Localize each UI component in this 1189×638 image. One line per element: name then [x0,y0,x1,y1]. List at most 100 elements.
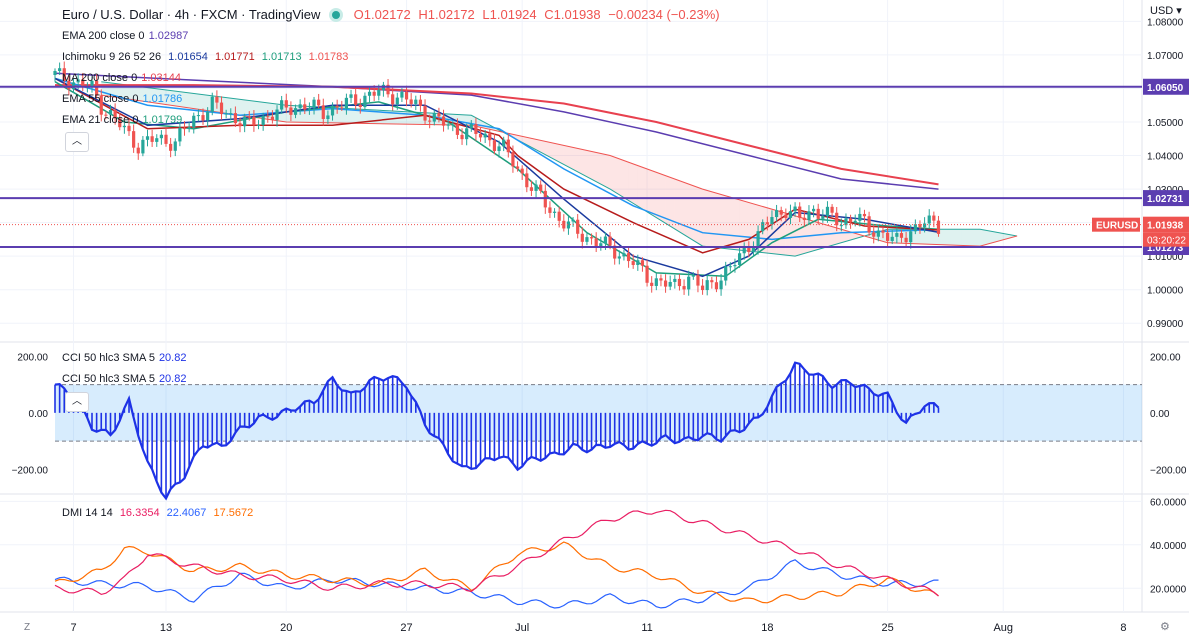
candle-body [825,206,830,217]
legend-ichimoku[interactable]: Ichimoku 9 26 52 26 1.01654 1.01771 1.01… [62,51,348,63]
cloud-segment [203,94,213,112]
candle-body [548,207,552,213]
cloud-segment [693,185,703,247]
candle-body [465,128,469,140]
legend-cci-top[interactable]: CCI 50 hlc3 SMA 5 20.82 [62,352,186,364]
candle-body [798,206,802,218]
cci-band-fill [55,384,1142,442]
candle-body [904,237,908,243]
cloud-segment [119,84,130,100]
candle-body [765,222,769,225]
candle-body [705,280,709,291]
cloud-segment [822,223,833,249]
candle-body [270,116,274,120]
zoom-reset-button[interactable]: Z [24,622,31,633]
candle-body [261,116,265,126]
legend-dmi-label: DMI 14 14 [62,507,113,519]
candle-body [136,147,140,154]
legend-ema55[interactable]: EMA 55 close 0 1.01786 [62,93,182,105]
cloud-segment [351,108,361,124]
cloud-segment [711,191,722,249]
candle-body [872,232,876,237]
cloud-segment [970,229,981,247]
legend-ema200[interactable]: EMA 200 close 0 1.02987 [62,30,188,42]
cloud-segment [526,137,537,150]
candle-body [451,124,455,126]
candle-body [182,127,187,130]
candle-body [178,127,182,142]
candle-body [104,114,108,116]
legend-ema21[interactable]: EMA 21 close 0 1.01799 [62,114,182,126]
legend-dmi[interactable]: DMI 14 14 16.3354 22.4067 17.5672 [62,507,253,519]
cci-tick-label-left: −200.00 [12,465,49,476]
candle-body [229,113,233,115]
cloud-segment [943,229,953,246]
candle-body [580,233,584,242]
cloud-segment [776,210,786,256]
candle-body [835,212,839,226]
candle-body [788,211,793,218]
candle-body [99,95,103,115]
candle-body [626,253,631,262]
legend-ma200[interactable]: MA 200 close 0 1.03144 [62,72,181,84]
candle-body [372,91,376,96]
cloud-segment [554,143,564,165]
candle-body [751,248,756,253]
candle-body [668,281,672,287]
candle-body [386,84,390,95]
candle-body [784,214,788,218]
candle-body [603,236,608,244]
price-tick-label: 0.99000 [1147,319,1184,330]
x-tick-label: Jul [515,622,529,634]
cloud-segment [785,213,796,257]
legend-cci-top-value: 20.82 [158,352,187,364]
candle-body [719,280,723,290]
price-tick-label: 1.01000 [1147,252,1184,263]
legend-cci-inner[interactable]: CCI 50 hlc3 SMA 5 20.82 [62,373,186,385]
currency-selector[interactable]: USD ▾ [1150,5,1182,17]
candle-body [187,127,191,130]
cci-tick-label-left: 200.00 [17,352,48,363]
x-tick-label: 7 [70,622,76,634]
candle-body [594,238,598,247]
candle-body [761,222,765,232]
candle-body [483,133,487,138]
cloud-segment [952,229,962,246]
cloud-segment [184,92,194,109]
legend-dmi-adx: 17.5672 [213,507,254,519]
candle-body [631,261,635,265]
cloud-segment [832,226,842,246]
gear-icon[interactable]: ⚙ [1160,621,1170,633]
cloud-segment [332,107,342,123]
candle-body [488,133,492,141]
candle-body [677,278,682,287]
dmi-tick-label: 60.0000 [1150,497,1187,508]
cloud-segment [989,230,999,244]
candle-body [932,215,936,221]
candle-body [936,220,941,234]
candle-body [252,116,256,126]
kijun-line [54,77,939,254]
candle-body [395,97,399,105]
legend-ema55-label: EMA 55 close 0 [62,93,139,105]
candle-body [150,136,154,142]
cloud-segment [915,229,925,245]
candle-body [414,99,418,104]
collapse-legend-button[interactable]: ︿ [65,132,89,152]
candle-body [802,217,806,221]
price-tick-label: 1.08000 [1147,17,1184,28]
candle-body [807,211,811,221]
candle-body [159,134,163,139]
candle-body [821,216,825,219]
cloud-segment [156,88,167,105]
cloud-segment [341,108,352,124]
candle-body [344,97,349,109]
cci-tick-label: −200.00 [1150,465,1187,476]
candle-body [724,266,728,281]
collapse-cci-button[interactable]: ︿ [65,392,89,412]
candle-body [636,260,640,265]
candle-body [571,219,575,222]
candle-body [446,124,450,126]
candle-body [312,99,316,109]
